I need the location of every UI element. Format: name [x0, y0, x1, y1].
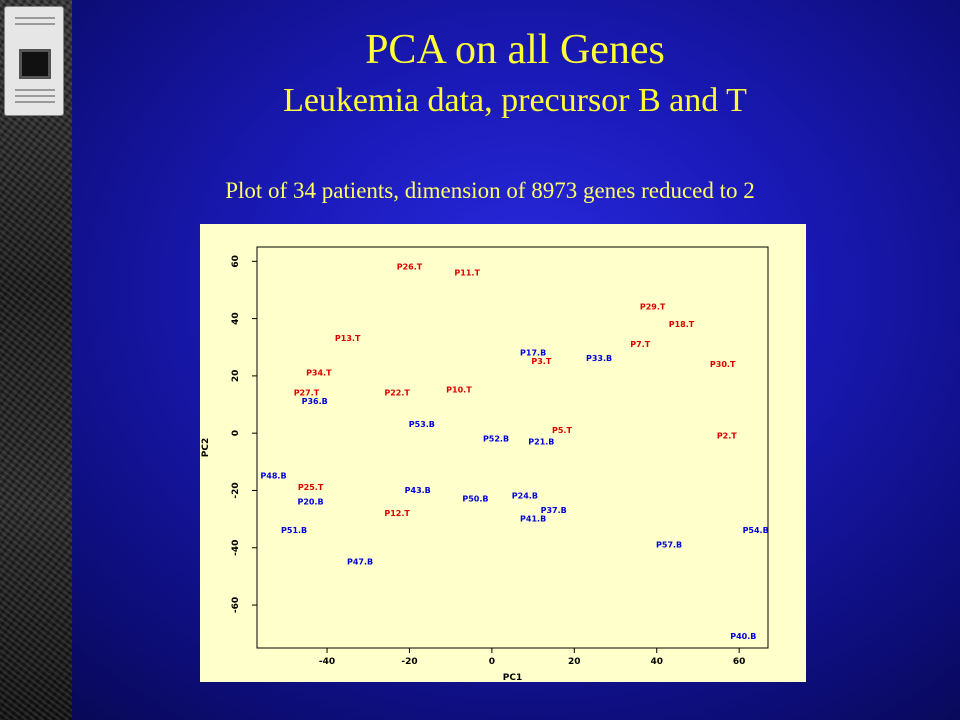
logo-line	[15, 89, 55, 91]
data-point-label: P17.B	[520, 348, 546, 357]
data-point-label: P34.T	[306, 369, 332, 378]
left-decorative-strip	[0, 0, 72, 720]
data-point-label: P51.B	[281, 526, 307, 535]
data-point-label: P48.B	[260, 472, 286, 481]
logo-line	[15, 101, 55, 103]
slide-title: PCA on all Genes	[365, 27, 665, 73]
y-tick-label: -60	[231, 597, 241, 613]
plot-caption: Plot of 34 patients, dimension of 8973 g…	[225, 178, 755, 203]
chip-icon	[19, 49, 51, 79]
data-point-label: P10.T	[446, 386, 472, 395]
data-point-label: P40.B	[730, 632, 756, 641]
data-point-label: P29.T	[640, 303, 666, 312]
x-tick-label: 40	[650, 657, 663, 667]
data-point-label: P7.T	[630, 340, 650, 349]
data-point-label: P47.B	[347, 558, 373, 567]
x-axis-title: PC1	[503, 673, 522, 682]
scatter-plot-svg: -40 -20 0 20 40 60 60 40 20 0 -20 -40 -60 PC1 PC2 P26.T…	[201, 246, 769, 682]
data-point-label: P18.T	[669, 320, 695, 329]
data-point-label: P43.B	[405, 486, 431, 495]
data-point-label: P27.T	[294, 389, 320, 398]
data-point-label: P54.B	[743, 526, 769, 535]
data-point-label: P53.B	[409, 420, 435, 429]
data-point-label: P3.T	[531, 357, 551, 366]
data-point-label: P2.T	[717, 432, 737, 441]
data-point-label: P25.T	[298, 483, 324, 492]
data-point-label: P11.T	[454, 268, 480, 277]
y-axis-title: PC2	[201, 438, 211, 457]
data-point-label: P30.T	[710, 360, 736, 369]
data-point-label: P5.T	[552, 426, 572, 435]
data-point-label: P22.T	[384, 389, 410, 398]
logo-line	[15, 23, 55, 25]
pca-scatter-plot: -40 -20 0 20 40 60 60 40 20 0 -20 -40 -60 PC1 PC2 P26.T…	[200, 224, 806, 682]
data-point-label: P13.T	[335, 334, 361, 343]
data-point-label: P37.B	[541, 506, 567, 515]
data-point-label: P21.B	[528, 437, 554, 446]
y-tick-label: -20	[231, 482, 241, 498]
y-tick-label: 20	[231, 370, 241, 383]
slide-subtitle: Leukemia data, precursor B and T	[283, 82, 747, 119]
x-tick-label: 60	[733, 657, 746, 667]
y-tick-label: -40	[231, 540, 241, 556]
y-tick-label: 40	[231, 312, 241, 325]
y-tick-label: 0	[231, 430, 241, 436]
data-point-label: P52.B	[483, 434, 509, 443]
data-point-label: P57.B	[656, 540, 682, 549]
logo-card-image	[4, 6, 64, 116]
data-point-label: P36.B	[302, 397, 328, 406]
x-tick-label: -40	[319, 657, 335, 667]
logo-line	[15, 17, 55, 19]
data-point-label: P41.B	[520, 515, 546, 524]
data-point-label: P26.T	[397, 263, 423, 272]
x-tick-label: 20	[568, 657, 581, 667]
data-point-label: P20.B	[298, 497, 324, 506]
logo-line	[15, 95, 55, 97]
data-point-label: P33.B	[586, 354, 612, 363]
data-point-label: P12.T	[384, 509, 410, 518]
data-point-label: P24.B	[512, 492, 538, 501]
y-tick-label: 60	[231, 255, 241, 268]
x-tick-label: 0	[489, 657, 495, 667]
x-tick-label: -20	[401, 657, 417, 667]
plot-frame	[256, 246, 769, 649]
data-point-label: P50.B	[462, 495, 488, 504]
